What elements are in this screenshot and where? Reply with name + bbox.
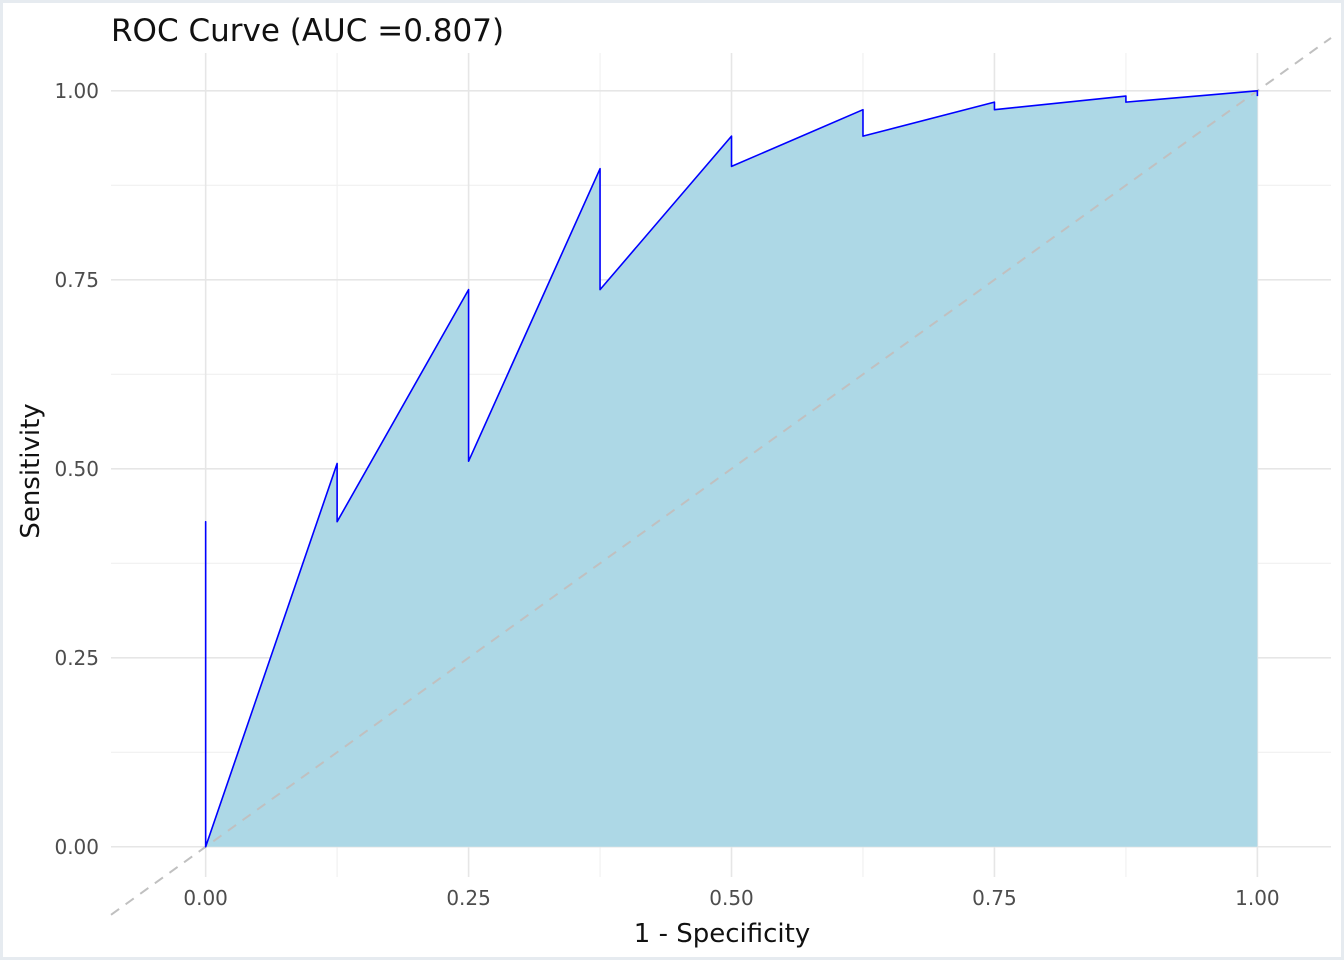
y-tick-labels: 0.00 0.25 0.50 0.75 1.00 (54, 79, 99, 859)
x-tick-label: 0.50 (709, 886, 754, 910)
x-axis-title: 1 - Specificity (634, 919, 810, 949)
y-tick-label: 0.75 (54, 268, 99, 292)
chart-title: ROC Curve (AUC =0.807) (111, 13, 504, 49)
x-tick-label: 0.00 (183, 886, 228, 910)
y-tick-label: 0.00 (54, 835, 99, 859)
y-tick-label: 1.00 (54, 79, 99, 103)
y-axis-title: Sensitivity (16, 403, 46, 538)
x-tick-labels: 0.00 0.25 0.50 0.75 1.00 (183, 886, 1279, 910)
roc-chart: 0.00 0.25 0.50 0.75 1.00 0.00 0.25 0.50 0.75 1.0… (16, 13, 1332, 949)
x-tick-label: 1.00 (1235, 886, 1280, 910)
y-tick-label: 0.50 (54, 457, 99, 481)
x-tick-label: 0.25 (446, 886, 491, 910)
x-tick-label: 0.75 (972, 886, 1017, 910)
roc-curve-line (204, 90, 1259, 848)
y-tick-label: 0.25 (54, 646, 99, 670)
